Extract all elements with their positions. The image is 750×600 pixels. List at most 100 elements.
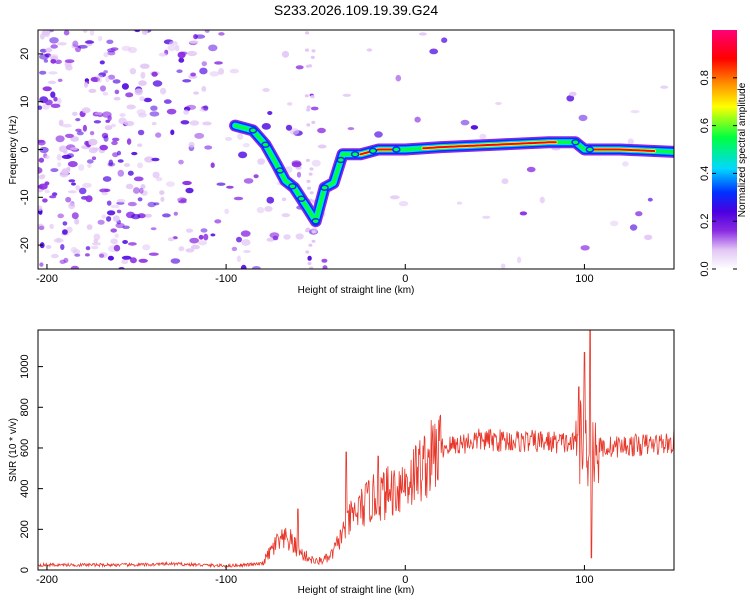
spectrogram-cell bbox=[48, 71, 58, 75]
spectrogram-cell bbox=[57, 97, 62, 105]
spectrogram-cell bbox=[94, 112, 103, 116]
spectrogram-cell bbox=[155, 132, 162, 138]
spectrogram-cell bbox=[166, 108, 177, 115]
spectrogram-cell bbox=[251, 266, 261, 269]
spectrogram-cell bbox=[295, 65, 304, 70]
spectrogram-cell bbox=[165, 181, 175, 187]
spectrogram-cell bbox=[65, 133, 74, 138]
spectrogram-cell bbox=[173, 211, 178, 216]
spectrogram-peak bbox=[571, 139, 580, 146]
spectrogram-cell bbox=[264, 206, 273, 212]
spectrogram-cell bbox=[240, 230, 251, 237]
spectrogram-cell bbox=[189, 40, 199, 44]
spectrogram-cell bbox=[156, 176, 163, 182]
spectrogram-cell bbox=[296, 171, 302, 178]
spectrogram-cell bbox=[200, 228, 208, 233]
spectrogram-cell bbox=[119, 113, 126, 117]
spectrogram-cell bbox=[526, 166, 536, 173]
spectrogram-cell bbox=[580, 245, 590, 251]
spectrogram-cell bbox=[91, 156, 97, 160]
spectrogram-peak bbox=[585, 146, 595, 153]
spectrogram-cell bbox=[137, 197, 143, 202]
spectrogram-cell bbox=[50, 91, 56, 98]
spectrogram-cell bbox=[116, 150, 122, 156]
spectrogram-cell bbox=[38, 174, 45, 180]
spectrogram-cell bbox=[112, 215, 120, 222]
spectrogram-xtick-label: -200 bbox=[36, 273, 58, 285]
spectrogram-cell bbox=[88, 138, 98, 146]
spectrogram-cell bbox=[57, 42, 67, 46]
spectrogram-cell bbox=[39, 70, 47, 75]
spectrogram-cell bbox=[366, 48, 373, 52]
spectrogram-cell bbox=[75, 118, 81, 122]
spectrogram-ylabel: Frequency (Hz) bbox=[8, 116, 19, 185]
spectrogram-cell bbox=[50, 103, 61, 109]
spectrogram-cell bbox=[74, 253, 81, 257]
spectrogram-cell bbox=[647, 197, 653, 202]
spectrogram-cell bbox=[644, 234, 653, 240]
spectrogram-cell bbox=[68, 179, 76, 183]
spectrogram-ytick-label: -20 bbox=[19, 237, 31, 253]
spectrogram-cell bbox=[516, 256, 522, 264]
spectrogram-cell bbox=[51, 253, 59, 259]
spectrogram-cell bbox=[114, 233, 119, 238]
spectrogram-cell bbox=[49, 195, 57, 199]
spectrogram-cell bbox=[121, 45, 132, 52]
spectrogram-scatter bbox=[38, 30, 669, 269]
spectrogram-cell bbox=[209, 71, 220, 77]
spectrogram-cell bbox=[107, 74, 116, 80]
spectrogram-cell bbox=[151, 122, 157, 126]
spectrogram-cell bbox=[519, 211, 528, 216]
spectrogram-peak bbox=[350, 151, 360, 158]
spectrogram-cell bbox=[203, 105, 209, 111]
spectrogram-cell bbox=[229, 68, 239, 74]
spectrogram-cell bbox=[317, 144, 327, 149]
spectrogram-cell bbox=[66, 153, 74, 159]
spectrogram-cell bbox=[75, 185, 80, 191]
spectrogram-cell bbox=[169, 41, 178, 46]
spectrogram-cell bbox=[201, 86, 207, 92]
spectrogram-cell bbox=[305, 158, 310, 162]
spectrogram-cell bbox=[111, 123, 116, 128]
spectrogram-cell bbox=[253, 174, 259, 179]
spectrogram-cell bbox=[48, 54, 59, 60]
spectrogram-cell bbox=[95, 74, 104, 79]
spectrogram-cell bbox=[267, 111, 273, 115]
spectrogram-cell bbox=[77, 44, 88, 49]
spectrogram-cell bbox=[163, 99, 172, 104]
spectrogram-cell bbox=[194, 132, 205, 139]
spectrogram-cell bbox=[74, 218, 80, 225]
spectrogram-cell bbox=[49, 223, 54, 229]
spectrogram-cell bbox=[105, 119, 110, 123]
spectrogram-cell bbox=[42, 198, 48, 203]
spectrogram-cell bbox=[140, 71, 146, 79]
spectrogram-track-peak bbox=[422, 141, 557, 150]
spectrogram-cell bbox=[167, 44, 176, 52]
spectrogram-cell bbox=[121, 255, 132, 260]
spectrogram-cell bbox=[204, 145, 213, 150]
spectrogram-cell bbox=[50, 58, 57, 64]
spectrogram-cell bbox=[102, 176, 112, 182]
spectrogram-cell bbox=[660, 85, 669, 89]
spectrogram-cell bbox=[187, 50, 198, 57]
spectrogram-cell bbox=[308, 172, 313, 176]
spectrogram-cell bbox=[237, 133, 244, 140]
spectrogram-track-peak bbox=[359, 148, 398, 156]
spectrogram-cell bbox=[218, 32, 225, 36]
spectrogram-peak bbox=[336, 156, 346, 164]
spectrogram-cell bbox=[57, 213, 64, 219]
spectrogram-cell bbox=[39, 262, 44, 267]
spectrogram-cell bbox=[281, 50, 290, 58]
spectrogram-cell bbox=[125, 183, 134, 190]
spectrogram-cell bbox=[177, 51, 186, 59]
spectrogram-cell bbox=[441, 37, 448, 43]
spectrogram-cell bbox=[257, 158, 265, 165]
spectrogram-cell bbox=[291, 161, 302, 168]
spectrogram-cell bbox=[204, 30, 210, 33]
spectrogram-cell bbox=[70, 147, 78, 151]
spectrogram-cell bbox=[139, 187, 144, 194]
spectrogram-cell bbox=[111, 140, 118, 146]
spectrogram-cell bbox=[479, 133, 487, 140]
spectrogram-cell bbox=[57, 162, 62, 167]
